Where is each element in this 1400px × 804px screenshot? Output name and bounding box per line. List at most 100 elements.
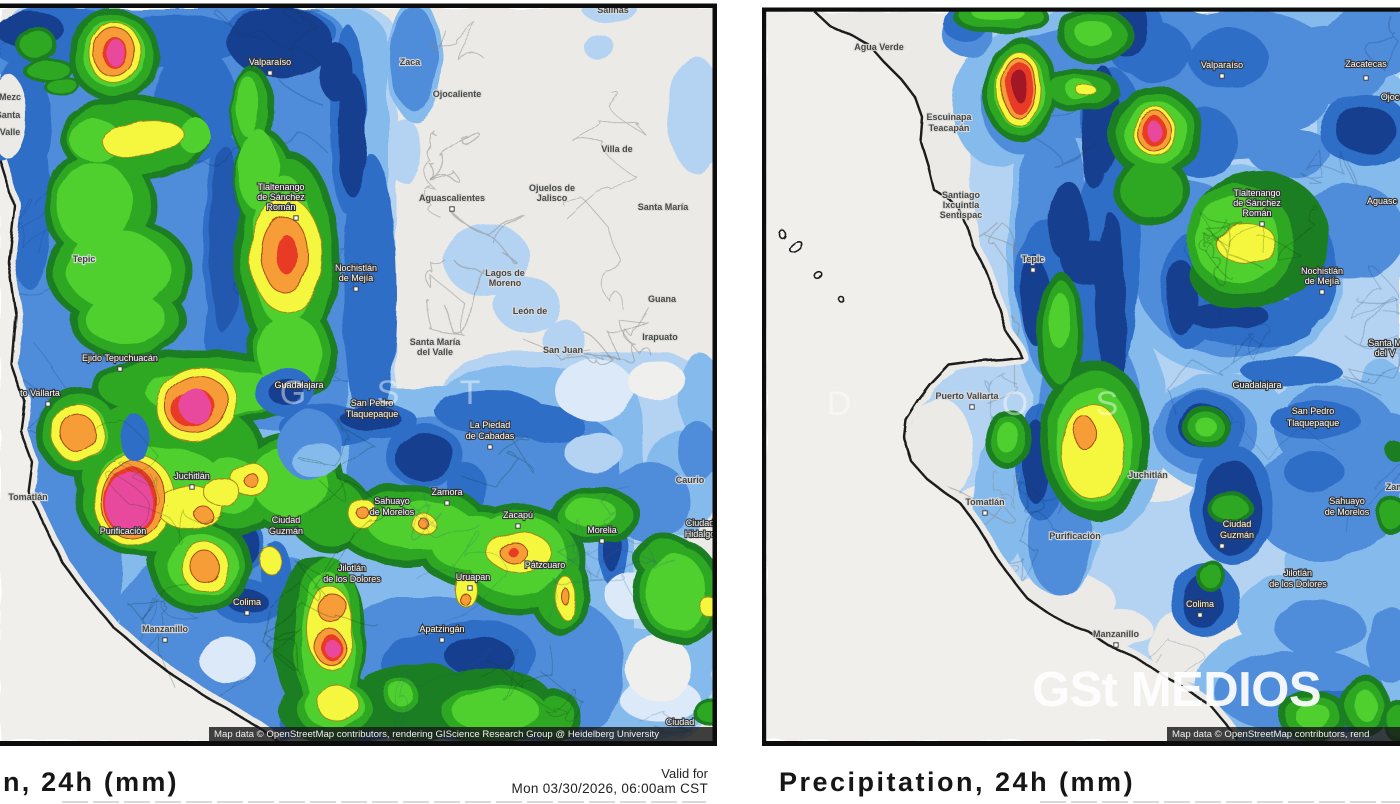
svg-text:Guzmán: Guzmán [269,526,303,536]
svg-text:Hidalgo: Hidalgo [685,529,716,539]
svg-text:Zacapú: Zacapú [503,510,533,520]
svg-text:S: S [377,374,400,412]
svg-text:Apatzingán: Apatzingán [419,624,464,634]
svg-text:de Cabadas: de Cabadas [466,431,515,441]
svg-text:Juchitlán: Juchitlán [1128,470,1168,480]
svg-text:Santa M: Santa M [1368,338,1400,348]
svg-text:O: O [1002,385,1028,423]
svg-text:de Morelos: de Morelos [370,507,415,517]
svg-text:T: T [460,374,481,412]
svg-text:de los Dolores: de los Dolores [1269,579,1327,589]
svg-text:Ixcuintla: Ixcuintla [943,200,981,210]
svg-text:Nochistlán: Nochistlán [335,263,377,273]
svg-text:Jilotlán: Jilotlán [338,563,366,573]
svg-text:Tepic: Tepic [73,254,96,264]
svg-text:Zamora: Zamora [431,487,462,497]
svg-text:Map data © OpenStreetMap contr: Map data © OpenStreetMap contributors, r… [214,729,659,740]
svg-text:Escuinapa: Escuinapa [926,112,972,122]
svg-text:Tomatlán: Tomatlán [8,492,47,502]
svg-text:Tlaltenango: Tlaltenango [257,182,304,192]
svg-text:Mezc: Mezc [0,92,21,102]
svg-text:Puerto Vallarta: Puerto Vallarta [935,391,999,401]
svg-text:Santa: Santa [0,110,21,120]
svg-text:Caurio: Caurio [676,475,705,485]
svg-text:Santa María: Santa María [410,337,462,347]
svg-text:Santa María: Santa María [638,202,690,212]
svg-text:Aguasc: Aguasc [1367,196,1398,206]
svg-text:Manzanillo: Manzanillo [1093,629,1140,639]
svg-text:Guadalajara: Guadalajara [1232,380,1281,390]
svg-text:Guadalajara: Guadalajara [274,380,323,390]
svg-text:Sahuayo: Sahuayo [374,496,410,506]
svg-text:Lagos de: Lagos de [485,268,525,278]
svg-text:S: S [1096,385,1119,423]
svg-text:n, 24h (mm): n, 24h (mm) [3,767,179,797]
svg-text:Tepic: Tepic [1022,254,1045,264]
svg-text:Ojocaliente: Ojocaliente [433,89,482,99]
svg-text:Valparaíso: Valparaíso [249,57,291,67]
svg-text:de Sánchez: de Sánchez [257,192,305,202]
svg-text:Sahuayo: Sahuayo [1329,496,1365,506]
svg-text:Santiago: Santiago [942,190,981,200]
svg-text:Tomatlán: Tomatlán [965,497,1004,507]
svg-text:Map data © OpenStreetMap contr: Map data © OpenStreetMap contributors, r… [1172,729,1369,740]
svg-text:Valle: Valle [0,127,20,137]
svg-text:Guzmán: Guzmán [1220,530,1254,540]
svg-text:León de: León de [513,306,548,316]
svg-text:Aguascalientes: Aguascalientes [419,193,485,203]
svg-text:de Morelos: de Morelos [1325,507,1370,517]
svg-text:Zaca: Zaca [400,57,422,67]
svg-text:D: D [827,385,852,423]
svg-text:La Piedad: La Piedad [470,420,511,430]
svg-text:Ciudad: Ciudad [1223,519,1252,529]
svg-text:Ojuelos de: Ojuelos de [529,183,575,193]
svg-text:Pátzcuaro: Pátzcuaro [525,560,566,570]
svg-text:Ciudad: Ciudad [666,717,695,727]
svg-text:Teacapán: Teacapán [929,123,970,133]
svg-text:Uruapan: Uruapan [456,572,491,582]
svg-text:Valparaíso: Valparaíso [1201,60,1243,70]
svg-text:Zam: Zam [1386,482,1400,492]
svg-text:to Vallarta: to Vallarta [20,388,60,398]
svg-text:de Mejía: de Mejía [339,273,374,283]
svg-text:GSt MEDIOS: GSt MEDIOS [1032,663,1321,717]
svg-text:Tlaltenango: Tlaltenango [1233,188,1280,198]
svg-text:Tlaquepaque: Tlaquepaque [1287,418,1340,428]
svg-text:San Juan: San Juan [543,345,583,355]
svg-text:Irapuato: Irapuato [642,332,678,342]
svg-text:Ejido Tepuchuacán: Ejido Tepuchuacán [82,353,158,363]
svg-text:Villa de: Villa de [601,144,632,154]
svg-text:Ciudad: Ciudad [272,515,301,525]
svg-text:Mon 03/30/2026, 06:00am CST: Mon 03/30/2026, 06:00am CST [512,781,708,796]
svg-text:de Sánchez: de Sánchez [1233,198,1281,208]
svg-text:San Pedro: San Pedro [351,398,394,408]
svg-text:Precipitation, 24h (mm): Precipitation, 24h (mm) [779,767,1135,797]
svg-text:Purificación: Purificación [1049,531,1101,541]
svg-text:Moreno: Moreno [489,278,522,288]
svg-text:del Valle: del Valle [417,347,453,357]
svg-text:Ciudad: Ciudad [686,518,715,528]
svg-text:G: G [280,374,306,412]
svg-text:Juchitlán: Juchitlán [174,471,210,481]
svg-text:del V: del V [1375,348,1396,358]
svg-text:Román: Román [266,202,295,212]
svg-text:de Mejía: de Mejía [1305,276,1340,286]
svg-text:Jalisco: Jalisco [537,193,568,203]
svg-text:Ojoc: Ojoc [1381,92,1400,102]
svg-text:Sentispac: Sentispac [940,210,983,220]
svg-text:Zacatecas: Zacatecas [1345,59,1387,69]
svg-text:Nochistlán: Nochistlán [1301,266,1343,276]
svg-text:Purificación: Purificación [100,526,147,536]
svg-text:Román: Román [1242,208,1271,218]
svg-text:Colima: Colima [1186,599,1214,609]
svg-text:Valid for: Valid for [661,766,708,781]
svg-text:Tlaquepaque: Tlaquepaque [346,409,399,419]
svg-text:Morelia: Morelia [587,525,617,535]
svg-text:de los Dolores: de los Dolores [323,574,381,584]
svg-text:Jilotlán: Jilotlán [1284,568,1312,578]
svg-text:Colima: Colima [233,597,261,607]
svg-text:Agua Verde: Agua Verde [854,42,904,52]
svg-text:Manzanillo: Manzanillo [142,624,189,634]
svg-text:Guana: Guana [648,294,677,304]
svg-text:San Pedro: San Pedro [1292,406,1335,416]
